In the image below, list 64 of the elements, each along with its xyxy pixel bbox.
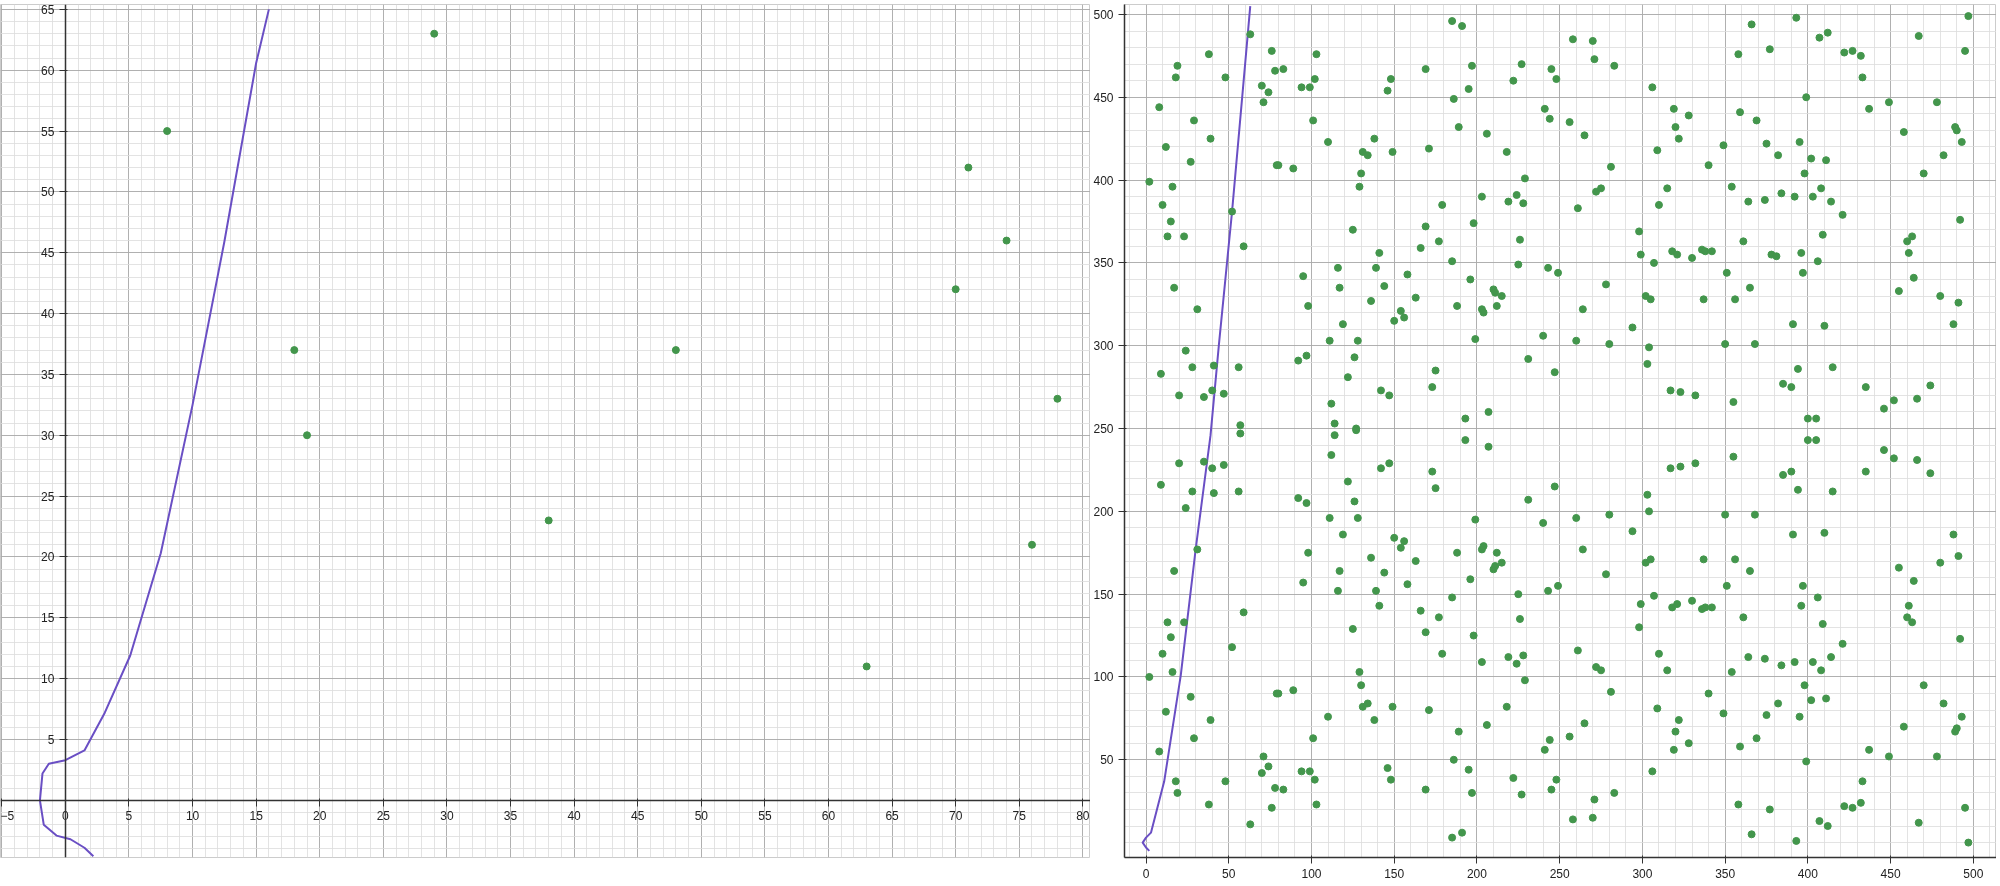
point <box>671 346 680 355</box>
x-tick-label: 150 <box>1384 866 1405 881</box>
x-tick-label: 60 <box>821 809 836 824</box>
x-tick-label: 5 <box>125 809 133 824</box>
x-tick-label: 300 <box>1632 866 1653 881</box>
point <box>430 29 439 38</box>
y-tick-label: 500 <box>1093 7 1114 22</box>
x-tick-label: 10 <box>185 809 200 824</box>
y-tick-label: 40 <box>41 307 55 322</box>
point <box>862 662 871 671</box>
point <box>303 431 312 440</box>
x-tick-label: 80 <box>1076 809 1090 824</box>
y-tick-label: 35 <box>41 367 55 382</box>
x-tick-label: 100 <box>1301 866 1322 881</box>
y-tick-label: 65 <box>41 2 55 17</box>
x-tick-label: 65 <box>885 809 900 824</box>
y-tick-label: 55 <box>41 124 55 139</box>
y-tick-label: 100 <box>1093 670 1114 685</box>
y-tick-label: 60 <box>41 63 55 78</box>
x-tick-label: 450 <box>1880 866 1901 881</box>
x-tick-label: 15 <box>249 809 264 824</box>
point <box>163 127 172 136</box>
point <box>290 346 299 355</box>
y-tick-label: 25 <box>41 489 55 504</box>
x-tick-label: 350 <box>1715 866 1736 881</box>
x-tick-label: 50 <box>1222 866 1236 881</box>
x-tick-label: −5 <box>0 809 15 824</box>
y-tick-label: 350 <box>1093 256 1114 271</box>
point <box>544 516 553 525</box>
x-tick-label: 25 <box>376 809 391 824</box>
x-tick-label: 40 <box>567 809 582 824</box>
point <box>1002 236 1011 245</box>
point <box>951 285 960 294</box>
x-tick-label: 20 <box>313 809 327 824</box>
x-tick-label: 35 <box>503 809 518 824</box>
x-tick-label: 75 <box>1012 809 1027 824</box>
y-tick-label: 50 <box>41 185 55 200</box>
y-tick-label: 45 <box>41 246 55 261</box>
y-tick-label: 10 <box>41 672 55 687</box>
x-tick-label: 250 <box>1549 866 1571 881</box>
x-tick-label: 30 <box>440 809 454 824</box>
x-tick-label: 400 <box>1797 866 1819 881</box>
x-tick-label: 500 <box>1963 866 1984 881</box>
x-tick-label: 50 <box>694 809 709 824</box>
y-tick-label: 400 <box>1093 173 1114 188</box>
y-tick-label: 450 <box>1093 90 1114 105</box>
y-tick-label: 200 <box>1093 504 1114 519</box>
x-tick-label: 45 <box>631 809 645 824</box>
y-tick-label: 30 <box>41 428 55 443</box>
x-tick-label: 200 <box>1466 866 1488 881</box>
x-tick-label: 0 <box>1142 866 1150 881</box>
point <box>1053 394 1062 403</box>
y-tick-label: 250 <box>1093 422 1114 437</box>
x-tick-label: 55 <box>758 809 772 824</box>
y-tick-label: 50 <box>1100 753 1114 768</box>
x-tick-label: 70 <box>949 809 963 824</box>
line-series <box>1141 5 1252 852</box>
y-tick-label: 20 <box>41 550 55 565</box>
point <box>1027 540 1036 549</box>
point <box>964 163 973 172</box>
y-tick-label: 300 <box>1093 339 1114 354</box>
y-tick-label: 150 <box>1093 587 1114 602</box>
y-tick-label: 5 <box>47 732 55 747</box>
y-tick-label: 15 <box>41 611 55 626</box>
